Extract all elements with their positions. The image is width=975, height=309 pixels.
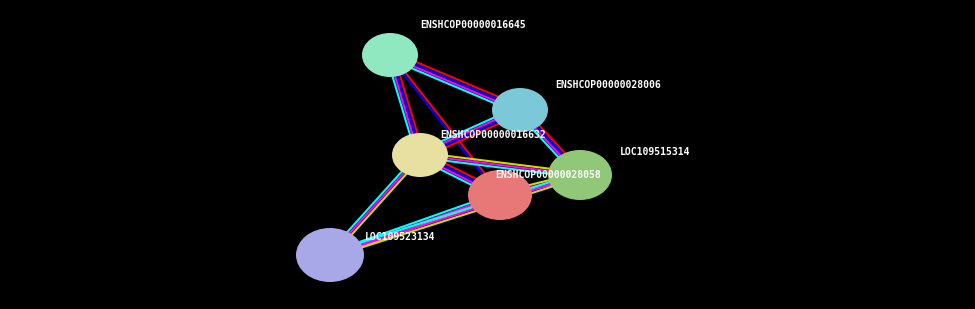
- Text: ENSHCOP00000016632: ENSHCOP00000016632: [440, 130, 546, 140]
- Ellipse shape: [468, 170, 532, 220]
- Text: LOC109523134: LOC109523134: [365, 232, 436, 242]
- Text: ENSHCOP00000028058: ENSHCOP00000028058: [495, 170, 601, 180]
- Text: LOC109515314: LOC109515314: [620, 147, 690, 157]
- Text: ENSHCOP00000028006: ENSHCOP00000028006: [555, 80, 661, 90]
- Ellipse shape: [492, 88, 548, 132]
- Text: ENSHCOP00000016645: ENSHCOP00000016645: [420, 20, 526, 30]
- Ellipse shape: [392, 133, 448, 177]
- Ellipse shape: [362, 33, 418, 77]
- Ellipse shape: [548, 150, 612, 200]
- Ellipse shape: [296, 228, 364, 282]
